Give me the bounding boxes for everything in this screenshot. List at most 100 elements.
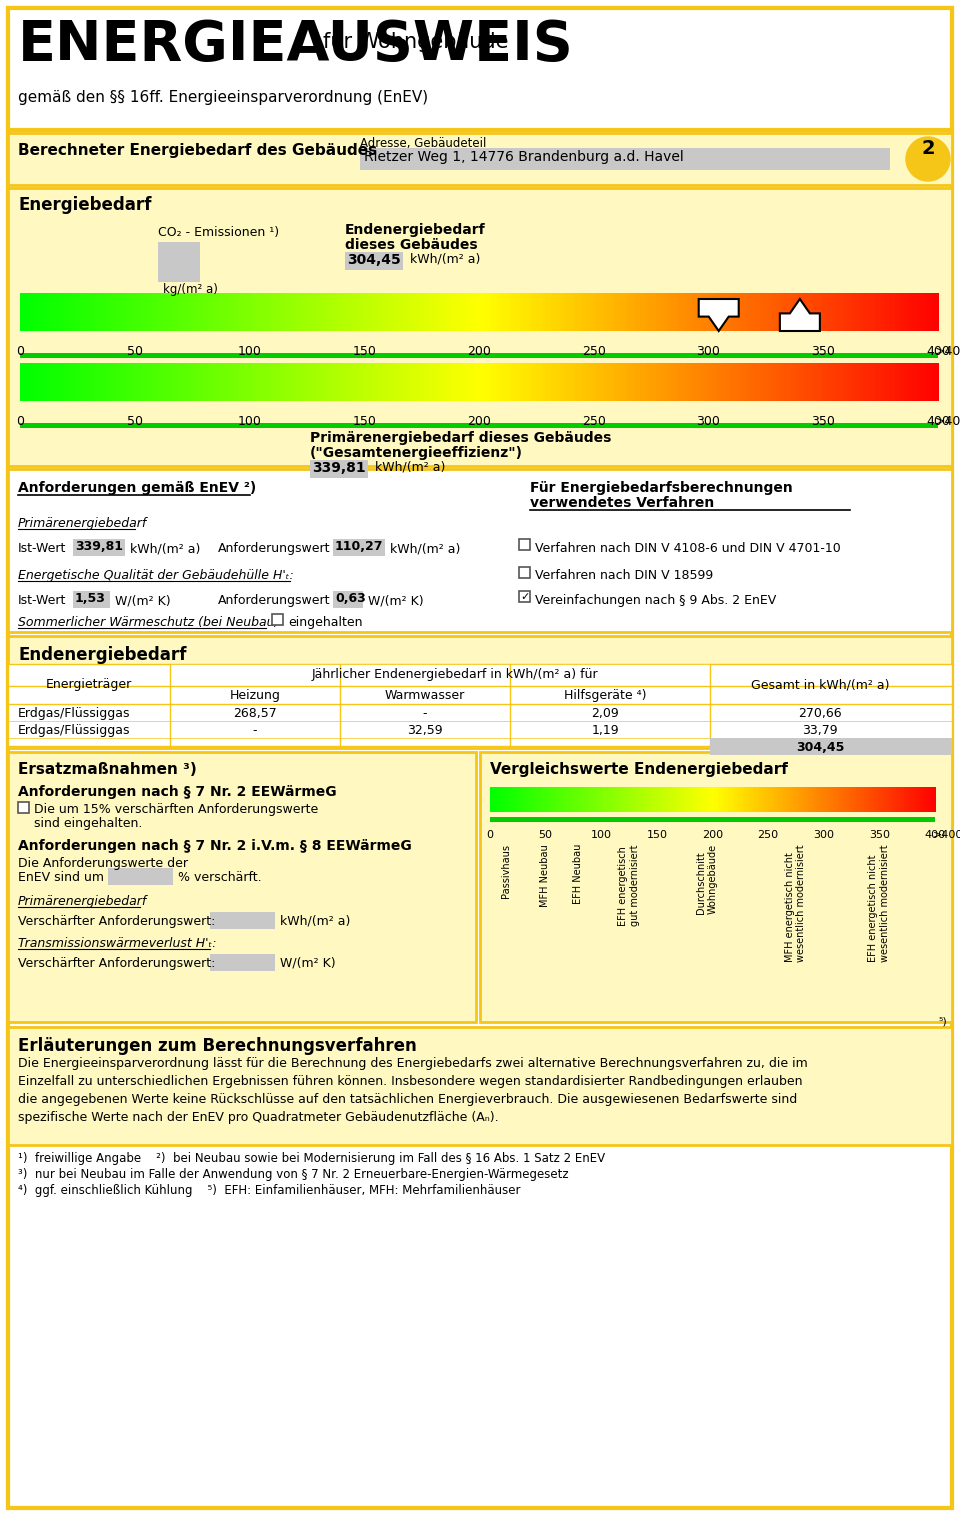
Text: ⁴)  ggf. einschließlich Kühlung    ⁵)  EFH: Einfamilienhäuser, MFH: Mehrfamilien: ⁴) ggf. einschließlich Kühlung ⁵) EFH: E…	[18, 1184, 520, 1198]
Bar	[846, 362, 850, 402]
Text: Endenergiebedarf: Endenergiebedarf	[345, 223, 486, 236]
Bar	[664, 362, 668, 402]
Bar	[508, 362, 512, 402]
Text: EFH energetisch nicht
wesentlich modernisiert: EFH energetisch nicht wesentlich moderni…	[868, 844, 890, 961]
Bar	[688, 787, 690, 813]
Bar	[63, 362, 66, 402]
Bar	[925, 362, 929, 402]
Bar	[553, 787, 555, 813]
Text: 50: 50	[127, 346, 143, 358]
Bar	[659, 293, 662, 330]
Bar	[232, 293, 235, 330]
Bar	[226, 293, 229, 330]
Bar	[857, 787, 859, 813]
Bar	[545, 362, 548, 402]
Bar	[632, 787, 634, 813]
Bar	[784, 787, 786, 813]
Bar	[247, 362, 251, 402]
Text: ENERGIEAUSWEIS: ENERGIEAUSWEIS	[18, 18, 574, 71]
Bar	[564, 362, 567, 402]
Bar	[228, 362, 232, 402]
Bar	[210, 362, 214, 402]
Bar	[591, 293, 594, 330]
Bar	[708, 787, 709, 813]
Bar	[471, 293, 475, 330]
Bar	[671, 362, 675, 402]
Bar	[812, 362, 816, 402]
Bar	[743, 787, 745, 813]
Bar	[407, 293, 411, 330]
Bar	[689, 293, 693, 330]
Text: ¹)  freiwillige Angabe    ²)  bei Neubau sowie bei Modernisierung im Fall des § : ¹) freiwillige Angabe ²) bei Neubau sowi…	[18, 1152, 605, 1164]
Bar	[852, 787, 853, 813]
Bar	[496, 787, 498, 813]
Bar	[532, 787, 534, 813]
Bar	[633, 787, 635, 813]
Bar	[612, 362, 616, 402]
Bar	[8, 188, 952, 465]
Bar	[923, 293, 926, 330]
Text: Anforderungen nach § 7 Nr. 2 i.V.m. § 8 EEWärmeG: Anforderungen nach § 7 Nr. 2 i.V.m. § 8 …	[18, 838, 412, 854]
Bar	[121, 362, 125, 402]
Bar	[535, 787, 537, 813]
Text: gemäß den §§ 16ff. Energieeinsparverordnung (EnEV): gemäß den §§ 16ff. Energieeinsparverordn…	[18, 89, 428, 105]
Bar	[407, 362, 411, 402]
Bar	[674, 293, 678, 330]
Bar	[640, 293, 644, 330]
Bar	[778, 787, 780, 813]
Bar	[345, 252, 403, 270]
Text: MFH energetisch nicht
wesentlich modernisiert: MFH energetisch nicht wesentlich moderni…	[785, 844, 806, 961]
Bar	[689, 787, 691, 813]
Text: ✓: ✓	[520, 593, 530, 602]
Bar	[745, 293, 748, 330]
Bar	[569, 293, 573, 330]
Bar	[431, 293, 435, 330]
Bar	[272, 293, 276, 330]
Bar	[573, 362, 576, 402]
Bar	[530, 293, 533, 330]
Bar	[811, 787, 813, 813]
Bar	[75, 293, 79, 330]
Bar	[756, 293, 760, 330]
Bar	[526, 787, 528, 813]
Bar	[781, 293, 785, 330]
Bar	[695, 362, 699, 402]
Bar	[874, 787, 876, 813]
Bar	[833, 362, 837, 402]
Bar	[26, 293, 30, 330]
Bar	[297, 362, 300, 402]
Bar	[643, 362, 647, 402]
Bar	[894, 787, 896, 813]
Bar	[548, 362, 552, 402]
Text: Hilfsgeräte ⁴): Hilfsgeräte ⁴)	[564, 688, 646, 702]
Bar	[100, 293, 104, 330]
Bar	[873, 787, 875, 813]
Bar	[497, 787, 499, 813]
Bar	[18, 802, 29, 813]
Bar	[858, 293, 862, 330]
Bar	[876, 787, 879, 813]
Bar	[330, 362, 334, 402]
Bar	[300, 362, 303, 402]
Bar	[431, 362, 435, 402]
Bar	[695, 293, 699, 330]
Bar	[642, 787, 644, 813]
Bar	[297, 293, 300, 330]
Bar	[749, 787, 751, 813]
Bar	[599, 787, 601, 813]
Bar	[708, 787, 710, 813]
Bar	[781, 787, 783, 813]
Bar	[272, 614, 283, 625]
Bar	[358, 293, 361, 330]
Bar	[558, 362, 561, 402]
Bar	[519, 540, 530, 550]
Bar	[791, 293, 794, 330]
Bar	[592, 787, 594, 813]
Bar	[536, 362, 540, 402]
Bar	[517, 362, 521, 402]
Text: EFH energetisch
gut modernisiert: EFH energetisch gut modernisiert	[618, 844, 639, 925]
Bar	[841, 787, 843, 813]
Text: Die Anforderungswerte der: Die Anforderungswerte der	[18, 857, 188, 870]
Bar	[927, 787, 929, 813]
Bar	[905, 787, 907, 813]
